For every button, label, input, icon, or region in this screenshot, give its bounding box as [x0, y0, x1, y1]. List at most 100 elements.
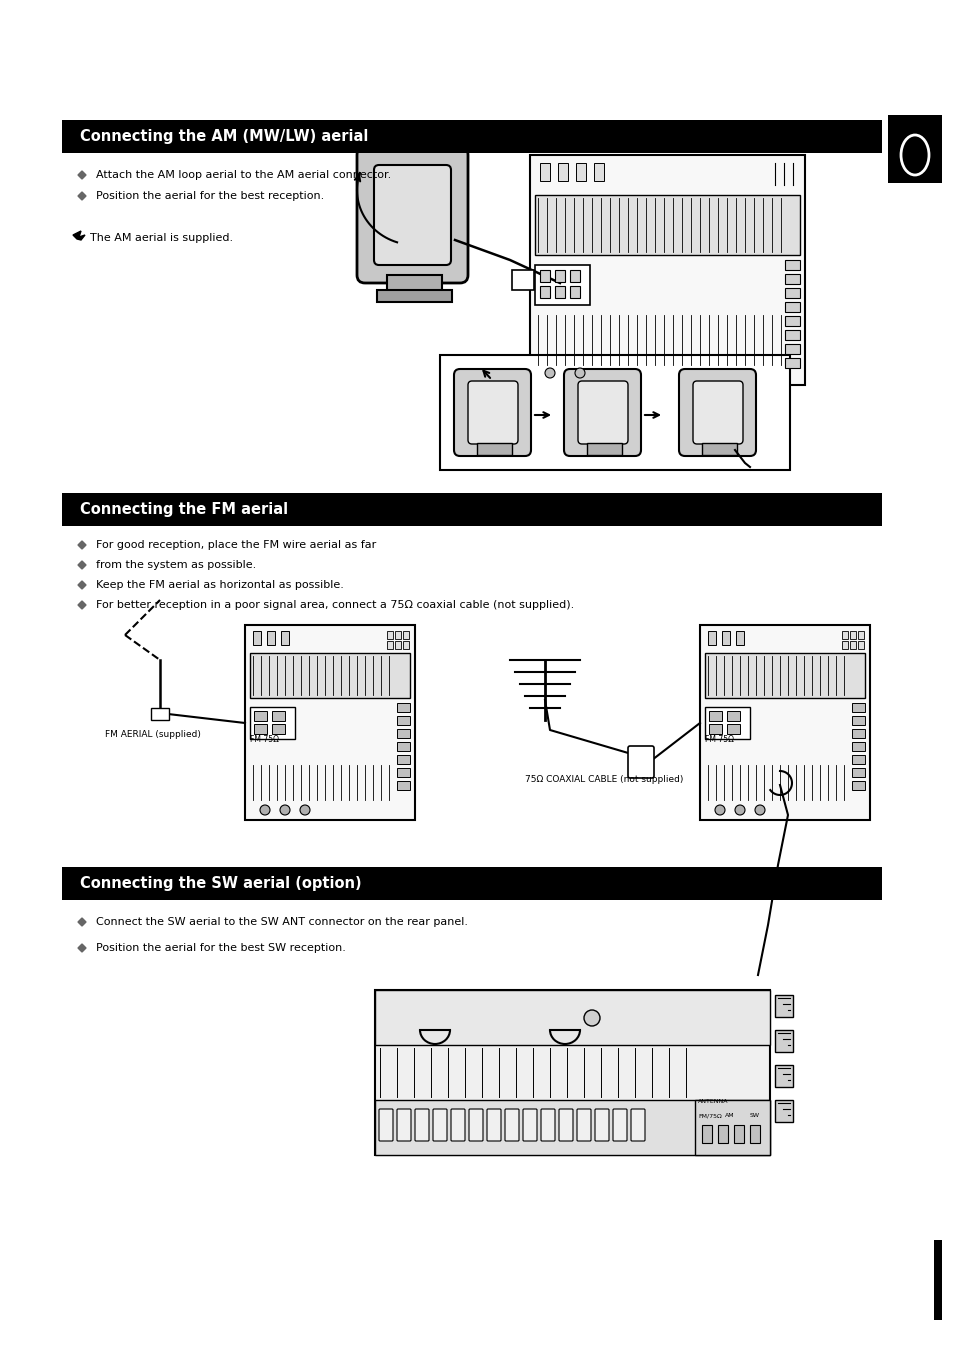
Bar [700, 626, 869, 820]
Bar [774, 994, 792, 1017]
FancyBboxPatch shape [540, 1109, 555, 1142]
Circle shape [754, 805, 764, 815]
Polygon shape [78, 581, 86, 589]
Bar [535, 195, 800, 255]
FancyBboxPatch shape [627, 746, 654, 778]
Polygon shape [78, 172, 86, 178]
FancyBboxPatch shape [415, 1109, 429, 1142]
Text: FM 75Ω: FM 75Ω [250, 735, 278, 744]
Bar [558, 163, 567, 181]
Circle shape [299, 805, 310, 815]
Bar [695, 1100, 769, 1155]
Text: SW: SW [749, 1113, 760, 1119]
Text: Position the aerial for the best reception.: Position the aerial for the best recepti… [96, 190, 324, 201]
Bar [539, 163, 550, 181]
Bar [396, 716, 410, 725]
Bar [586, 443, 621, 455]
Bar [701, 443, 737, 455]
Text: FM/75Ω: FM/75Ω [698, 1113, 721, 1119]
Bar [250, 653, 410, 698]
Text: FM AERIAL (supplied): FM AERIAL (supplied) [105, 730, 201, 739]
FancyBboxPatch shape [504, 1109, 518, 1142]
Bar [402, 631, 409, 639]
Bar [245, 626, 415, 820]
Bar [851, 755, 864, 765]
Bar [784, 330, 800, 340]
Circle shape [544, 367, 555, 378]
Bar [402, 640, 409, 648]
Bar [250, 707, 294, 739]
Bar [272, 724, 285, 734]
Bar [851, 767, 864, 777]
Text: Connecting the FM aerial: Connecting the FM aerial [80, 503, 288, 517]
Bar [387, 640, 393, 648]
Bar [62, 867, 882, 900]
Bar [735, 631, 743, 644]
FancyBboxPatch shape [468, 381, 517, 444]
Bar [784, 303, 800, 312]
Polygon shape [78, 917, 86, 925]
Bar [281, 631, 289, 644]
Text: Connecting the AM (MW/LW) aerial: Connecting the AM (MW/LW) aerial [80, 128, 368, 145]
Bar [851, 703, 864, 712]
Bar [272, 711, 285, 721]
Bar [887, 115, 941, 182]
Bar [569, 286, 579, 299]
FancyBboxPatch shape [613, 1109, 626, 1142]
Bar [395, 640, 400, 648]
FancyBboxPatch shape [469, 1109, 482, 1142]
FancyBboxPatch shape [577, 1109, 590, 1142]
Bar [62, 493, 882, 526]
Bar [704, 653, 864, 698]
Polygon shape [78, 944, 86, 952]
Text: Connect the SW aerial to the SW ANT connector on the rear panel.: Connect the SW aerial to the SW ANT conn… [96, 917, 468, 927]
FancyBboxPatch shape [679, 369, 755, 457]
Text: For good reception, place the FM wire aerial as far: For good reception, place the FM wire ae… [96, 540, 375, 550]
FancyBboxPatch shape [558, 1109, 573, 1142]
Polygon shape [78, 601, 86, 609]
Bar [784, 259, 800, 270]
Bar [784, 274, 800, 284]
Bar [849, 640, 855, 648]
Circle shape [583, 1011, 599, 1025]
Bar [396, 767, 410, 777]
Bar [851, 730, 864, 738]
FancyBboxPatch shape [578, 381, 627, 444]
Text: Keep the FM aerial as horizontal as possible.: Keep the FM aerial as horizontal as poss… [96, 580, 343, 590]
Bar [784, 358, 800, 367]
Bar [851, 742, 864, 751]
Bar [375, 990, 769, 1155]
Bar [851, 781, 864, 790]
Bar [733, 1125, 743, 1143]
Text: 75Ω COAXIAL CABLE (not supplied): 75Ω COAXIAL CABLE (not supplied) [524, 775, 682, 784]
Bar [512, 270, 534, 290]
Bar [933, 1240, 941, 1320]
Text: AM: AM [724, 1113, 734, 1119]
Bar [726, 711, 740, 721]
Bar [849, 631, 855, 639]
Text: ANTENNA: ANTENNA [698, 1098, 728, 1104]
FancyBboxPatch shape [454, 369, 531, 457]
Bar [253, 631, 261, 644]
Bar [375, 1100, 769, 1155]
FancyBboxPatch shape [486, 1109, 500, 1142]
Bar [708, 724, 721, 734]
Text: FM 75Ω: FM 75Ω [704, 735, 733, 744]
Bar [539, 286, 550, 299]
Bar [774, 1065, 792, 1088]
FancyBboxPatch shape [630, 1109, 644, 1142]
Bar [151, 708, 169, 720]
Bar [555, 270, 564, 282]
Bar [726, 724, 740, 734]
Bar [62, 120, 882, 153]
Bar [387, 631, 393, 639]
Bar [555, 286, 564, 299]
Polygon shape [78, 561, 86, 569]
Bar [439, 355, 789, 470]
FancyBboxPatch shape [692, 381, 742, 444]
Circle shape [280, 805, 290, 815]
Text: Connecting the SW aerial (option): Connecting the SW aerial (option) [80, 875, 361, 892]
FancyBboxPatch shape [396, 1109, 411, 1142]
FancyBboxPatch shape [522, 1109, 537, 1142]
Circle shape [734, 805, 744, 815]
